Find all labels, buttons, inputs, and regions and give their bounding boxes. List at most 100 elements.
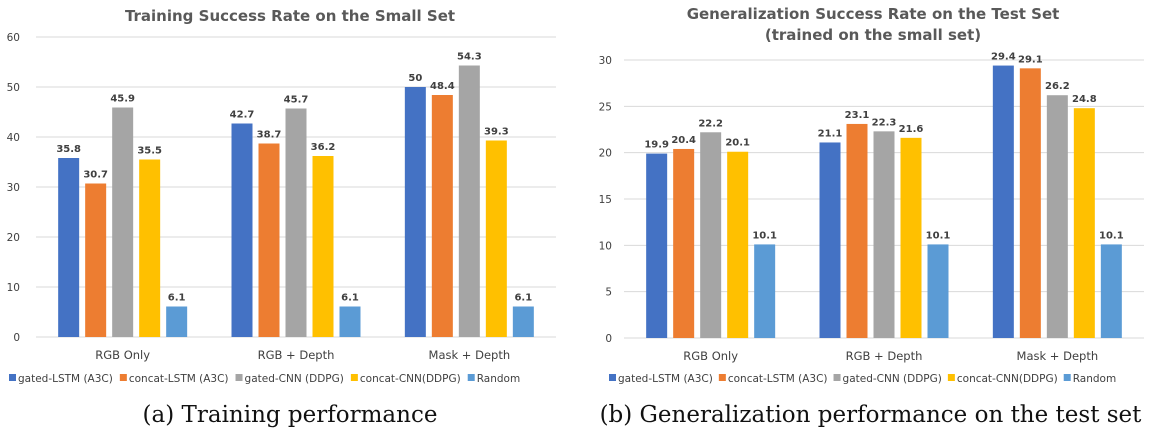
legend-swatch xyxy=(350,374,358,381)
bar-value-label: 21.1 xyxy=(818,128,843,139)
bar-concat-lstm xyxy=(673,148,695,338)
bar-random xyxy=(512,306,534,337)
bar-value-label: 24.8 xyxy=(1072,94,1097,105)
bar-concat-cnn xyxy=(485,140,507,337)
x-category-label: RGB Only xyxy=(95,348,150,362)
bar-gated-cnn xyxy=(112,107,134,337)
bar-value-label: 22.2 xyxy=(698,118,723,129)
bar-value-label: 45.7 xyxy=(284,95,309,106)
bar-value-label: 45.9 xyxy=(110,94,135,105)
bar-value-label: 10.1 xyxy=(752,230,777,241)
bar-value-label: 26.2 xyxy=(1045,81,1070,92)
bar-random xyxy=(927,244,949,338)
bar-random xyxy=(339,306,361,337)
y-tick-label: 30 xyxy=(7,182,20,194)
bar-value-label: 35.5 xyxy=(137,146,162,157)
legend-swatch xyxy=(9,374,16,381)
legend-label: gated-CNN (DDPG) xyxy=(843,373,942,385)
bar-value-label: 10.1 xyxy=(926,230,951,241)
bar-gated-lstm xyxy=(404,87,426,337)
x-category-label: Mask + Depth xyxy=(1017,349,1099,363)
y-tick-label: 60 xyxy=(7,32,20,44)
bar-concat-cnn xyxy=(727,151,749,338)
training-caption: (a) Training performance xyxy=(142,402,438,428)
bar-value-label: 54.3 xyxy=(457,52,482,63)
legend-label: Random xyxy=(1073,373,1116,385)
bar-gated-lstm xyxy=(646,153,668,338)
generalization-chart-svg: Generalization Success Rate on the Test … xyxy=(599,5,1144,385)
bar-gated-cnn xyxy=(700,132,722,338)
bar-value-label: 10.1 xyxy=(1099,230,1124,241)
legend-swatch xyxy=(235,374,243,381)
bar-gated-cnn xyxy=(285,108,307,337)
bar-gated-cnn xyxy=(1046,95,1068,338)
legend-label: Random xyxy=(477,373,520,385)
bar-value-label: 23.1 xyxy=(845,110,870,121)
bar-gated-cnn xyxy=(458,65,480,337)
bar-gated-lstm xyxy=(819,142,841,338)
y-tick-label: 30 xyxy=(599,55,612,67)
bar-value-label: 42.7 xyxy=(230,110,255,121)
legend-swatch xyxy=(1063,374,1071,381)
y-tick-label: 20 xyxy=(7,232,20,244)
y-tick-label: 10 xyxy=(599,240,612,252)
chart-title-line2: (trained on the small set) xyxy=(765,26,981,44)
bar-value-label: 39.3 xyxy=(484,127,509,138)
bar-value-label: 6.1 xyxy=(514,293,532,304)
legend-swatch xyxy=(467,374,475,381)
generalization-chart-panel: Generalization Success Rate on the Test … xyxy=(580,0,1161,437)
legend-label: gated-LSTM (A3C) xyxy=(618,373,713,385)
legend-swatch xyxy=(609,374,616,381)
y-tick-label: 5 xyxy=(605,287,612,299)
bar-gated-lstm xyxy=(231,123,253,337)
x-category-label: RGB + Depth xyxy=(258,348,335,362)
bar-value-label: 36.2 xyxy=(311,142,336,153)
bar-value-label: 21.6 xyxy=(899,124,924,135)
bar-value-label: 22.3 xyxy=(872,117,897,128)
bar-value-label: 19.9 xyxy=(644,140,669,151)
bar-concat-cnn xyxy=(139,159,161,337)
x-category-label: RGB Only xyxy=(683,349,738,363)
bar-concat-cnn xyxy=(312,156,334,337)
y-tick-label: 50 xyxy=(7,82,20,94)
bar-value-label: 50 xyxy=(408,73,422,84)
bar-random xyxy=(754,244,776,338)
bar-value-label: 29.1 xyxy=(1018,54,1043,65)
legend-label: concat-CNN(DDPG) xyxy=(957,373,1058,385)
bar-value-label: 35.8 xyxy=(56,144,81,155)
bar-concat-lstm xyxy=(258,143,280,337)
bar-random xyxy=(166,306,188,337)
y-tick-label: 25 xyxy=(599,101,612,113)
chart-title: Training Success Rate on the Small Set xyxy=(125,7,455,25)
bar-value-label: 20.1 xyxy=(725,138,750,149)
x-category-label: RGB + Depth xyxy=(846,349,923,363)
bar-concat-lstm xyxy=(431,95,453,337)
bar-concat-cnn xyxy=(900,137,922,338)
generalization-caption: (b) Generalization performance on the te… xyxy=(599,402,1142,428)
bar-value-label: 29.4 xyxy=(991,52,1016,63)
legend-label: gated-CNN (DDPG) xyxy=(245,373,344,385)
y-tick-label: 0 xyxy=(605,333,612,345)
bar-value-label: 38.7 xyxy=(257,130,282,141)
bar-value-label: 48.4 xyxy=(430,81,455,92)
legend-swatch xyxy=(833,374,841,381)
bar-concat-lstm xyxy=(846,123,868,338)
x-category-label: Mask + Depth xyxy=(429,348,511,362)
training-chart-panel: Training Success Rate on the Small Set 0 1… xyxy=(0,0,580,437)
bar-value-label: 6.1 xyxy=(341,293,359,304)
bar-value-label: 30.7 xyxy=(83,170,108,181)
bar-concat-lstm xyxy=(85,183,107,337)
bar-gated-lstm xyxy=(58,158,80,337)
bar-concat-lstm xyxy=(1019,68,1041,338)
y-tick-label: 15 xyxy=(599,194,612,206)
legend-label: gated-LSTM (A3C) xyxy=(18,373,113,385)
training-chart-svg: Training Success Rate on the Small Set 0 1… xyxy=(7,7,556,385)
legend-label: concat-LSTM (A3C) xyxy=(129,373,229,385)
y-tick-label: 20 xyxy=(599,148,612,160)
bar-gated-cnn xyxy=(873,131,895,338)
bar-gated-lstm xyxy=(992,65,1014,338)
bar-value-label: 6.1 xyxy=(168,293,186,304)
legend-swatch xyxy=(119,374,127,381)
y-tick-label: 10 xyxy=(7,282,20,294)
legend-swatch xyxy=(947,374,955,381)
